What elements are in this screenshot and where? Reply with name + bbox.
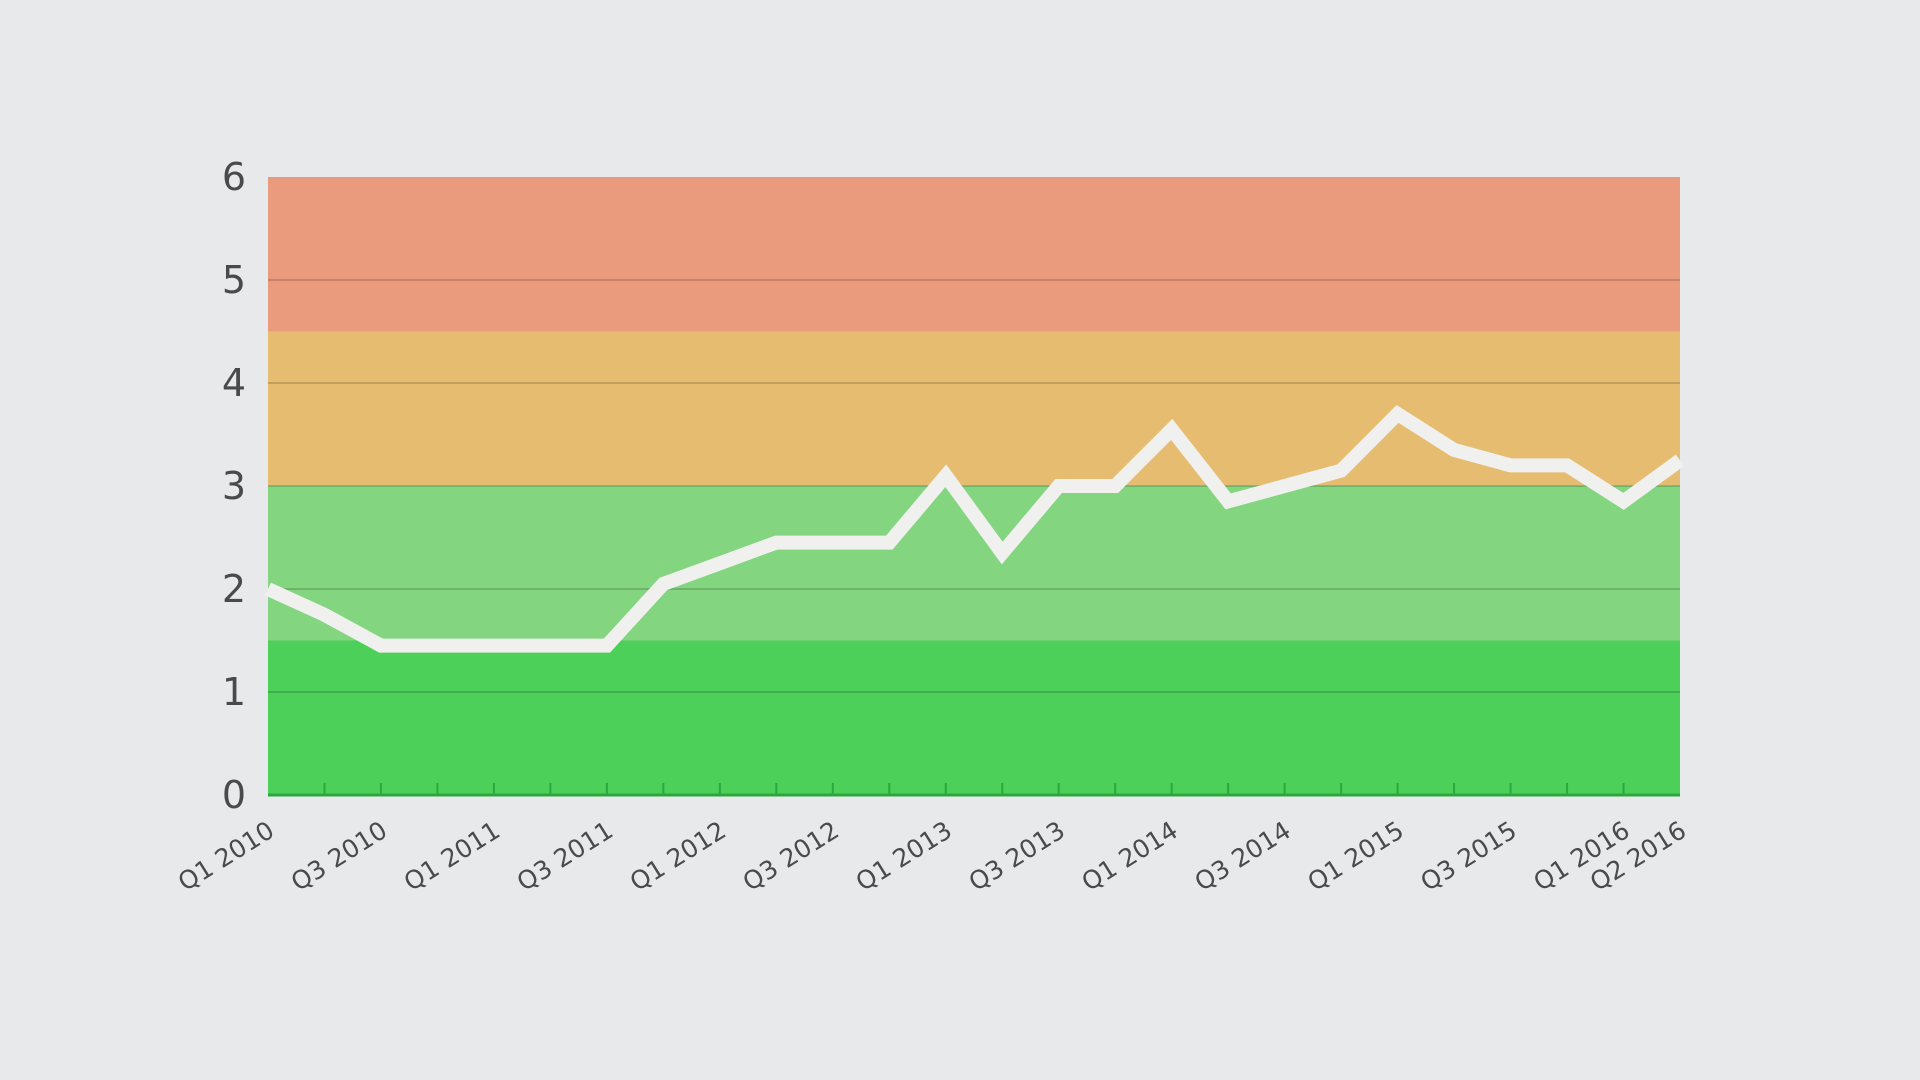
x-tick-label: Q3 2010 [286, 815, 392, 896]
y-tick-label: 1 [222, 670, 246, 714]
y-tick-label: 4 [222, 361, 246, 405]
x-tick-label: Q1 2015 [1303, 815, 1409, 896]
series-group [265, 404, 1685, 653]
series-line-0 [265, 404, 1685, 653]
background-bands [268, 177, 1680, 795]
y-tick-label: 6 [222, 155, 246, 199]
x-tick-label: Q1 2010 [173, 815, 279, 896]
x-tick-label: Q3 2011 [512, 815, 618, 896]
band-0 [268, 640, 1680, 795]
x-axis-ticks [323, 783, 1625, 795]
y-axis-tick-labels: 0 1 2 3 4 5 6 [222, 155, 246, 817]
y-tick-label: 3 [222, 464, 246, 508]
x-tick-label: Q1 2013 [851, 815, 957, 896]
x-tick-label: Q1 2012 [625, 815, 731, 896]
x-tick-label: Q3 2014 [1190, 815, 1296, 896]
band-2 [268, 331, 1680, 486]
y-tick-label: 0 [222, 773, 246, 817]
gridlines [268, 279, 1680, 797]
x-tick-label: Q3 2015 [1415, 815, 1521, 896]
y-tick-label: 5 [222, 258, 246, 302]
x-axis-tick-labels: Q1 2010 Q3 2010 Q1 2011 Q3 2011 Q1 2012 Q3 20… [173, 815, 1691, 896]
x-tick-label: Q3 2013 [964, 815, 1070, 896]
band-3 [268, 177, 1680, 332]
x-tick-label: Q3 2012 [738, 815, 844, 896]
y-tick-label: 2 [222, 567, 246, 611]
x-tick-label: Q1 2014 [1077, 815, 1183, 896]
x-tick-label: Q1 2011 [399, 815, 505, 896]
